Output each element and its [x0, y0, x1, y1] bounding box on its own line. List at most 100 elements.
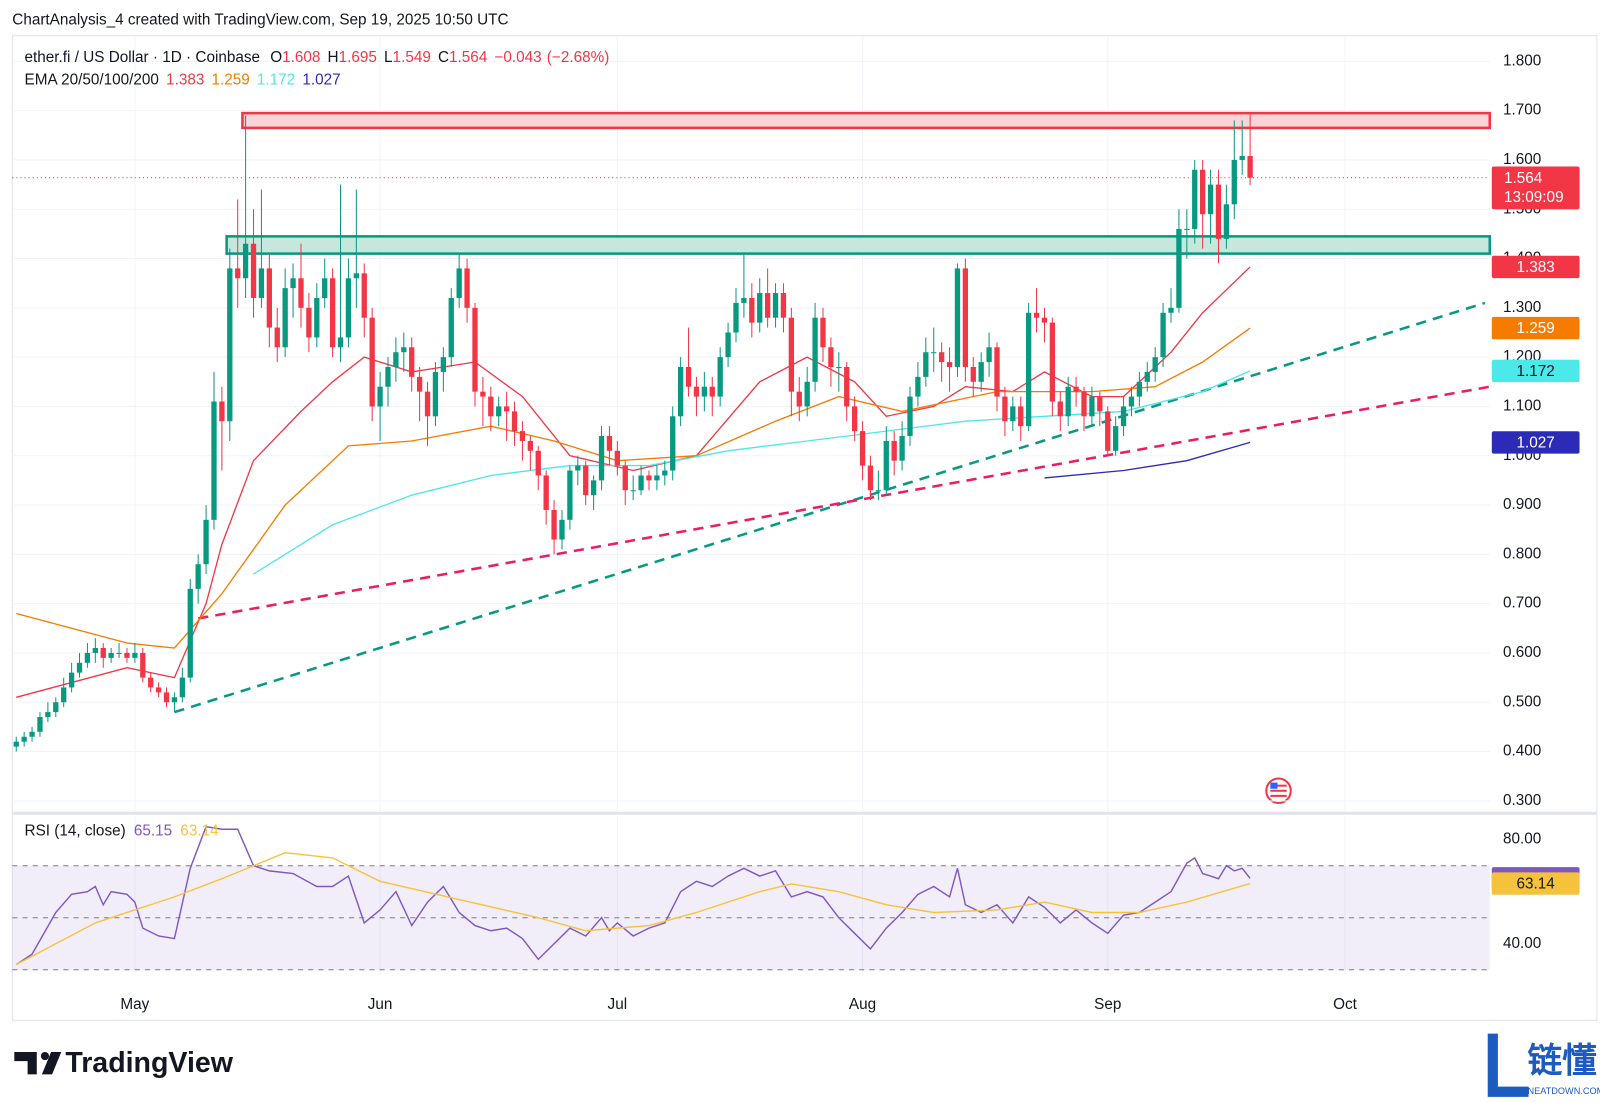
zone	[241, 111, 1492, 130]
candle-body	[978, 362, 984, 382]
candle-body	[915, 376, 921, 397]
candle-body	[820, 317, 826, 348]
candle-body	[567, 470, 573, 520]
candle-body	[385, 366, 391, 387]
rsi-tag: 63.14	[1517, 876, 1556, 893]
watermark-text: 链懂	[1528, 1041, 1597, 1080]
candle-body	[883, 440, 889, 491]
candle-body	[1215, 184, 1222, 239]
candle-body	[1152, 357, 1158, 372]
chart-frame	[11, 35, 1598, 1021]
x-tick-label: Sep	[1094, 996, 1121, 1013]
y-tick-label: 1.700	[1503, 102, 1541, 119]
candle-body	[258, 268, 265, 298]
candle-body	[314, 297, 320, 338]
y-tick-label: 0.700	[1503, 595, 1541, 612]
candle-body	[931, 352, 937, 354]
candle-body	[1247, 156, 1253, 178]
candle-body	[1018, 406, 1024, 427]
candle-body	[559, 519, 565, 540]
candle-body	[163, 692, 170, 703]
candle-body	[61, 687, 67, 703]
ohlc-value: 1.564	[449, 49, 488, 66]
candle-body	[219, 401, 225, 422]
candle-body	[1073, 386, 1079, 392]
candle-body	[140, 652, 146, 678]
candle-body	[171, 697, 178, 703]
candle-body	[1239, 156, 1245, 160]
candle-body	[804, 381, 810, 407]
candle-body	[796, 391, 802, 407]
y-tick-label: 0.900	[1503, 496, 1541, 513]
candle-body	[345, 278, 352, 338]
price-tag-bg	[1491, 166, 1580, 210]
candle-body	[13, 741, 19, 747]
candle-body	[606, 436, 613, 451]
rsi-tag-bg	[1491, 872, 1580, 895]
change-pct: (−2.68%)	[547, 49, 610, 66]
ema-value: 1.027	[302, 72, 340, 89]
rsi-tick-label: 40.00	[1503, 935, 1541, 952]
candle-body	[828, 347, 834, 367]
candle-body	[503, 406, 510, 412]
candle-body	[733, 302, 739, 333]
candle-body	[1097, 396, 1103, 412]
candle-body	[685, 366, 692, 387]
candle-body	[361, 273, 367, 318]
candle-body	[788, 317, 795, 392]
candle-body	[100, 648, 106, 658]
candle-body	[68, 672, 75, 688]
rsi-value: 65.15	[134, 823, 172, 840]
candle-body	[938, 352, 945, 363]
candle-body	[1207, 184, 1214, 215]
candle-body	[195, 564, 201, 589]
candle-body	[432, 371, 439, 417]
candle-body	[812, 317, 818, 382]
candle-body	[448, 297, 454, 358]
candle-body	[1089, 396, 1095, 417]
candle-body	[132, 652, 138, 658]
candle-body	[994, 347, 1000, 397]
candle-body	[954, 268, 961, 367]
candle-body	[946, 362, 953, 367]
watermark: 链懂 NEATDOWN.COM	[1487, 1033, 1600, 1097]
candle-body	[29, 731, 35, 737]
ema-value: 1.383	[166, 72, 204, 89]
y-tick-label: 1.600	[1503, 151, 1541, 168]
candle-body	[187, 588, 193, 678]
candle-body	[590, 480, 597, 496]
ema-tag: 1.259	[1517, 320, 1555, 337]
candle-body	[543, 475, 549, 510]
tradingview-logo: TradingView	[14, 1047, 234, 1079]
candle-body	[551, 509, 557, 540]
candle-body	[124, 652, 130, 658]
y-tick-label: 0.800	[1503, 545, 1541, 562]
candle-body	[780, 293, 787, 318]
candle-body	[677, 366, 684, 417]
candle-body	[772, 293, 779, 318]
ohlc-letter: C	[438, 49, 449, 66]
candle-body	[116, 652, 122, 654]
candle-body	[1105, 411, 1111, 451]
candle-body	[749, 297, 755, 323]
candle-body	[836, 366, 842, 369]
candle-body	[306, 307, 312, 338]
x-tick-label: Jul	[608, 996, 628, 1013]
candle-body	[1081, 391, 1087, 417]
ema-value: 1.172	[257, 72, 295, 89]
candle-body	[290, 278, 296, 289]
candle-body	[519, 431, 526, 441]
candle-body	[409, 347, 415, 377]
brand: TradingView	[65, 1047, 233, 1079]
candle-body	[488, 396, 494, 417]
candle-body	[1192, 169, 1198, 229]
candle-body	[1041, 317, 1048, 323]
candle-body	[725, 332, 731, 358]
candle-body	[851, 406, 858, 432]
candle-body	[496, 406, 502, 417]
candle-body	[45, 712, 51, 718]
candle-body	[1223, 204, 1230, 239]
y-tick-label: 1.100	[1503, 397, 1541, 414]
